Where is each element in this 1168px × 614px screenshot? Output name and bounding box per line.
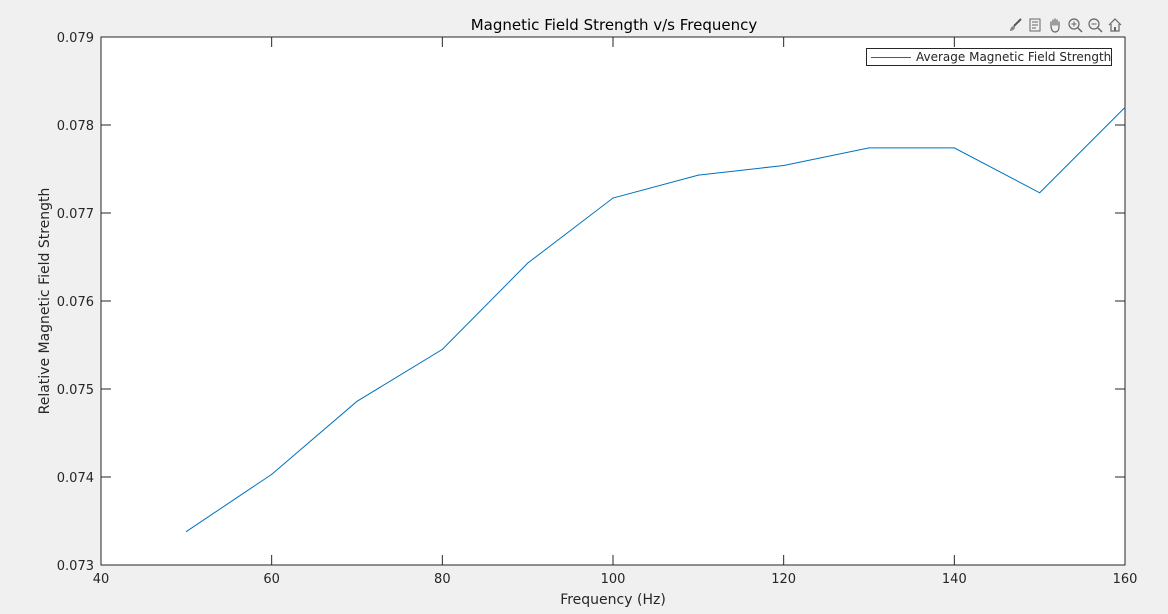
- data-point: [783, 164, 785, 166]
- x-ticks: 40 60 80 100 120 140 160: [93, 37, 1138, 587]
- y-tick-label: 0.079: [57, 31, 94, 46]
- data-point: [1124, 106, 1126, 108]
- x-axis-label: Frequency (Hz): [560, 592, 666, 608]
- y-ticks: 0.073 0.074 0.075 0.076 0.077 0.078 0.079: [57, 31, 1125, 574]
- x-tick-label: 100: [601, 572, 626, 587]
- data-point: [612, 197, 614, 199]
- data-point: [271, 473, 273, 475]
- zoom-in-icon[interactable]: [1066, 16, 1084, 34]
- y-tick-label: 0.078: [57, 119, 94, 134]
- y-tick-label: 0.076: [57, 295, 94, 310]
- home-icon[interactable]: [1106, 16, 1124, 34]
- datatip-icon[interactable]: [1026, 16, 1044, 34]
- y-axis-label: Relative Magnetic Field Strength: [37, 188, 53, 415]
- legend[interactable]: Average Magnetic Field Strength: [866, 48, 1112, 66]
- x-tick-label: 40: [93, 572, 110, 587]
- pan-icon[interactable]: [1046, 16, 1064, 34]
- legend-line-swatch: [871, 56, 911, 58]
- x-tick-label: 60: [263, 572, 280, 587]
- chart-title: Magnetic Field Strength v/s Frequency: [471, 16, 758, 34]
- y-tick-label: 0.074: [57, 471, 94, 486]
- data-point: [697, 174, 699, 176]
- data-point: [185, 531, 187, 533]
- plot-area: [100, 36, 1126, 566]
- y-tick-label: 0.077: [57, 207, 94, 222]
- series-layer: [185, 106, 1126, 533]
- data-point: [356, 400, 358, 402]
- data-point: [953, 147, 955, 149]
- x-tick-label: 160: [1113, 572, 1138, 587]
- y-tick-label: 0.075: [57, 383, 94, 398]
- data-point: [1039, 192, 1041, 194]
- data-point: [868, 147, 870, 149]
- zoom-out-icon[interactable]: [1086, 16, 1104, 34]
- x-tick-label: 80: [434, 572, 451, 587]
- axes-toolbar: [1006, 16, 1124, 34]
- x-tick-label: 120: [771, 572, 796, 587]
- data-point: [441, 348, 443, 350]
- x-tick-label: 140: [942, 572, 967, 587]
- legend-label: Average Magnetic Field Strength: [916, 50, 1112, 64]
- y-tick-label: 0.073: [57, 559, 94, 574]
- series-line: [186, 107, 1126, 532]
- data-point: [527, 262, 529, 264]
- brush-icon[interactable]: [1006, 16, 1024, 34]
